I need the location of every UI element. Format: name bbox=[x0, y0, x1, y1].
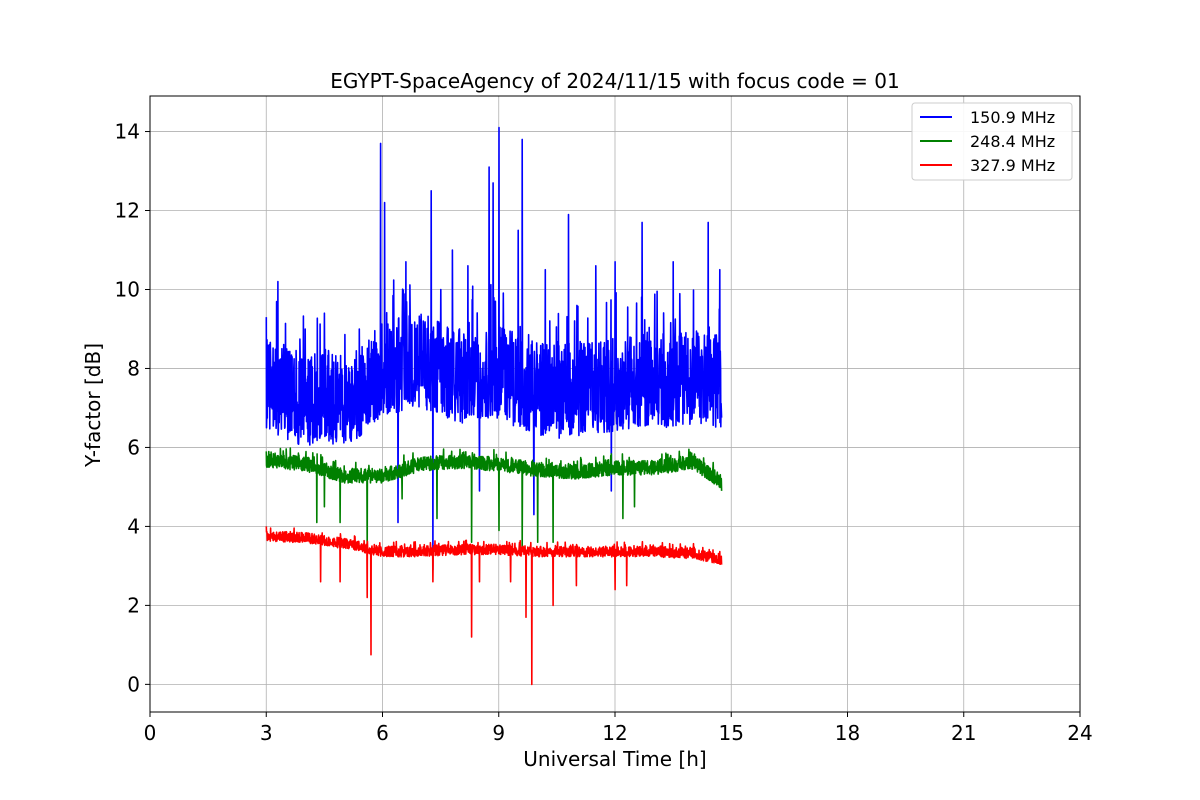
series-line-0 bbox=[265, 126, 723, 571]
legend-box bbox=[911, 102, 1073, 181]
x-tick-label-24: 24 bbox=[1067, 721, 1092, 745]
x-tick-label-0: 0 bbox=[144, 721, 157, 745]
series-layer bbox=[265, 126, 723, 686]
series-line-1 bbox=[265, 447, 723, 551]
legend-label-2: 327.9 MHz bbox=[970, 156, 1055, 175]
y-tick-label-0: 0 bbox=[127, 672, 140, 696]
chart-title: EGYPT-SpaceAgency of 2024/11/15 with foc… bbox=[330, 69, 899, 93]
y-tick-label-10: 10 bbox=[115, 277, 140, 301]
x-tick-label-9: 9 bbox=[492, 721, 505, 745]
y-tick-label-4: 4 bbox=[127, 514, 140, 538]
legend-label-0: 150.9 MHz bbox=[970, 108, 1055, 127]
x-tick-label-12: 12 bbox=[602, 721, 627, 745]
x-tick-label-15: 15 bbox=[719, 721, 744, 745]
y-tick-label-2: 2 bbox=[127, 593, 140, 617]
legend: 150.9 MHz 248.4 MHz 327.9 MHz bbox=[911, 102, 1073, 181]
y-axis-label: Y-factor [dB] bbox=[81, 343, 105, 468]
x-axis-ticks: 0 3 6 9 12 15 18 21 24 bbox=[144, 712, 1093, 745]
y-tick-label-6: 6 bbox=[127, 435, 140, 459]
x-tick-label-3: 3 bbox=[260, 721, 273, 745]
x-tick-label-18: 18 bbox=[835, 721, 860, 745]
y-tick-label-12: 12 bbox=[115, 199, 140, 223]
y-tick-label-8: 8 bbox=[127, 356, 140, 380]
y-tick-label-14: 14 bbox=[115, 120, 140, 144]
x-tick-label-6: 6 bbox=[376, 721, 389, 745]
legend-label-1: 248.4 MHz bbox=[970, 132, 1055, 151]
series-line-2 bbox=[265, 526, 723, 686]
x-axis-label: Universal Time [h] bbox=[523, 747, 706, 771]
y-axis-ticks: 0 2 4 6 8 10 12 14 bbox=[115, 120, 150, 696]
x-tick-label-21: 21 bbox=[951, 721, 976, 745]
